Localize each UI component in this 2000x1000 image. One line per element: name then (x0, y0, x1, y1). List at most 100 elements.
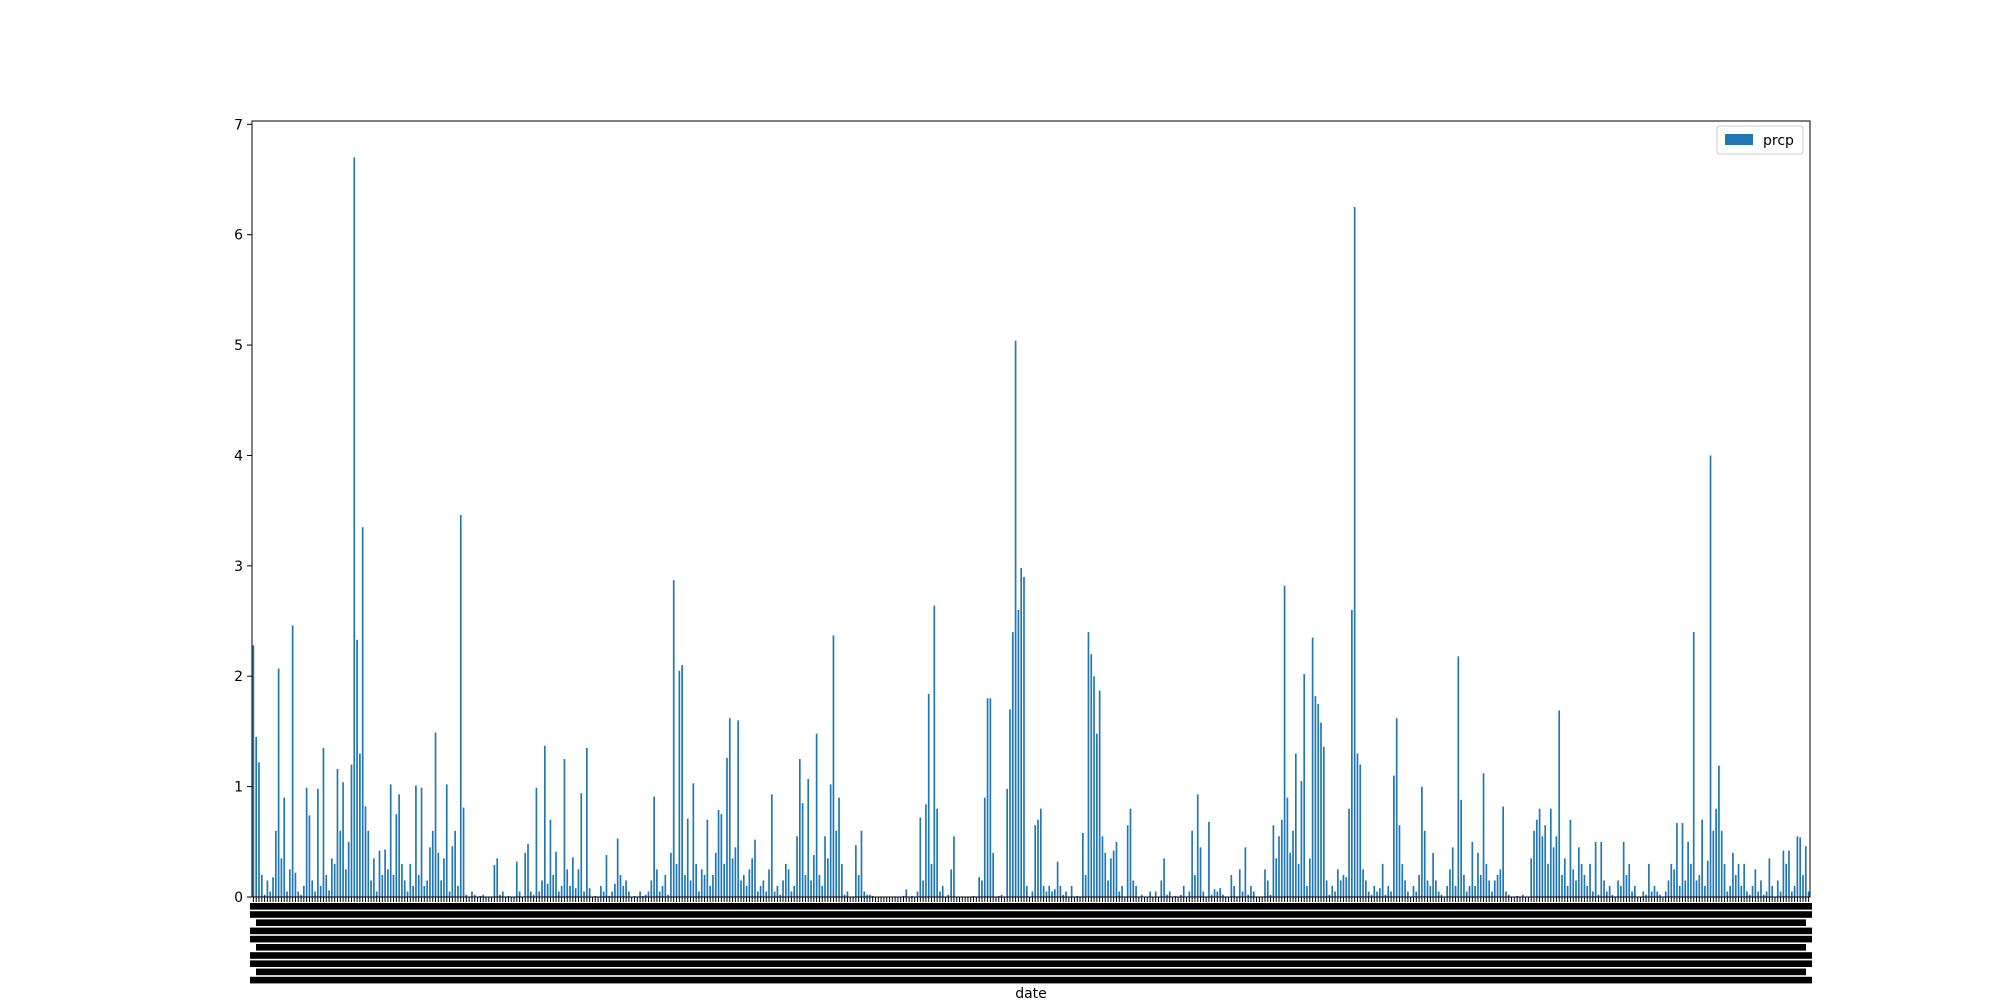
bar (1009, 709, 1011, 897)
bar (1723, 863, 1726, 897)
bar (263, 894, 266, 897)
bar (841, 863, 843, 897)
bar (748, 869, 751, 897)
bar (387, 869, 389, 897)
bar (1415, 891, 1418, 897)
bar (1126, 825, 1129, 897)
bar (1345, 877, 1348, 897)
bar (1342, 874, 1345, 897)
bar (1670, 863, 1673, 897)
bar (1121, 885, 1123, 897)
bar (1591, 891, 1594, 897)
bar (1771, 885, 1774, 897)
bar (1628, 863, 1631, 897)
bar (829, 784, 832, 897)
bar (992, 852, 995, 897)
y-tick-label: 7 (234, 117, 243, 133)
bar (1762, 894, 1765, 897)
bar (689, 880, 692, 897)
bar (684, 874, 686, 897)
bar (1219, 888, 1221, 897)
bar (1796, 836, 1799, 897)
bar (1087, 632, 1090, 897)
bar (712, 874, 714, 897)
bar (1278, 836, 1280, 897)
bar (437, 852, 440, 897)
bar (1782, 850, 1785, 897)
bar (986, 698, 989, 897)
bar (1505, 891, 1507, 897)
bar (605, 855, 608, 897)
bar (1250, 885, 1252, 897)
bar (496, 858, 499, 897)
bar (499, 894, 501, 897)
bar (336, 768, 339, 897)
bar (451, 846, 454, 897)
bar (633, 895, 636, 897)
bar (342, 782, 344, 897)
bar (1673, 869, 1675, 897)
bar (846, 891, 849, 897)
bar (350, 764, 353, 897)
bar (1454, 885, 1457, 897)
bar (1563, 858, 1566, 897)
bar (507, 895, 510, 897)
bar (1516, 895, 1519, 897)
bar (1617, 880, 1619, 897)
bar (1096, 733, 1098, 897)
bar (714, 852, 717, 897)
bar (319, 885, 322, 897)
bar (462, 807, 465, 897)
bar (692, 783, 695, 897)
bar (695, 863, 697, 897)
bar (353, 157, 356, 897)
bar (650, 880, 653, 897)
bar (1370, 894, 1373, 897)
bar (751, 858, 754, 897)
bar (1746, 891, 1748, 897)
bar (1650, 891, 1653, 897)
bar (1238, 869, 1241, 897)
y-tick-label: 6 (234, 228, 243, 244)
bar (1070, 885, 1073, 897)
bar (515, 861, 518, 897)
bar (325, 874, 328, 897)
bar (1118, 891, 1121, 897)
bar (286, 891, 288, 897)
bar (1552, 847, 1555, 897)
bar (1474, 885, 1476, 897)
bar (266, 880, 269, 897)
bar (1768, 858, 1771, 897)
bar (417, 874, 420, 897)
bar (420, 787, 423, 897)
bar (518, 891, 521, 897)
bar (1743, 863, 1745, 897)
bar (1294, 753, 1297, 897)
bar (869, 894, 871, 897)
x-tick-labels-overlap-band (256, 919, 1806, 926)
bar (314, 891, 316, 897)
bar (1395, 718, 1398, 897)
bar (1365, 880, 1367, 897)
bar (731, 858, 734, 897)
bar (734, 847, 737, 897)
bar (1634, 885, 1636, 897)
bar (1491, 891, 1493, 897)
bar (1196, 794, 1199, 897)
bar (1760, 880, 1762, 897)
bar (538, 891, 541, 897)
bar (784, 863, 787, 897)
bar (535, 787, 538, 897)
y-tick-label: 1 (234, 780, 243, 796)
bar (543, 745, 546, 897)
bar (756, 891, 759, 897)
bar (345, 869, 347, 897)
bar (1757, 891, 1759, 897)
bar (431, 830, 434, 897)
bar (1090, 654, 1093, 897)
bar (1045, 891, 1048, 897)
bar (1325, 880, 1328, 897)
bar (1112, 850, 1115, 897)
bar (947, 894, 950, 897)
bar (459, 515, 462, 897)
